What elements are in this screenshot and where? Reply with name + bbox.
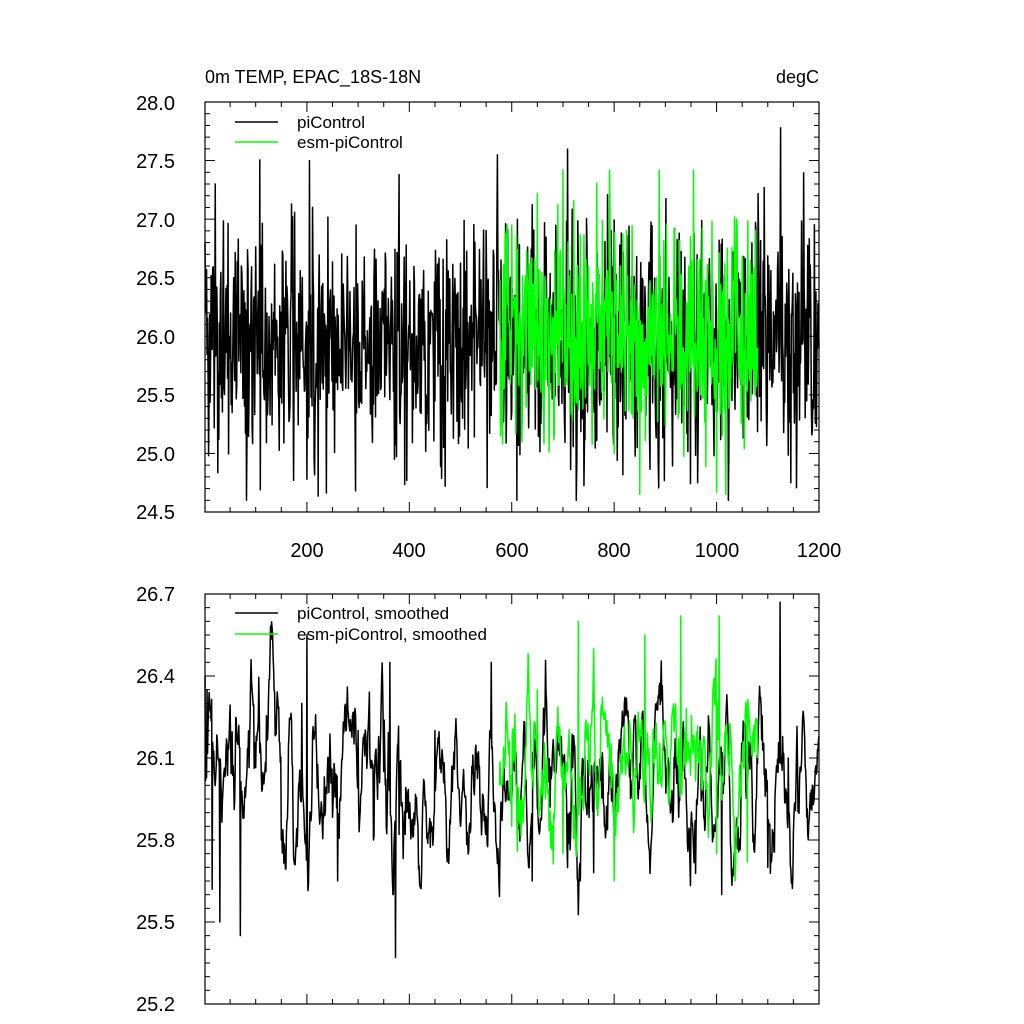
legend-label-esm-picontrol: esm-piControl bbox=[297, 133, 403, 152]
y-tick-label: 26.4 bbox=[136, 666, 175, 688]
top-panel: 0m TEMP, EPAC_18S-18N degC piControl esm… bbox=[136, 67, 841, 562]
top-series-group bbox=[204, 127, 820, 502]
bottom-panel: piControl, smoothed esm-piControl, smoot… bbox=[136, 584, 820, 1016]
series-line-esm-picontrol-smoothed bbox=[498, 615, 759, 882]
y-tick-label: 25.5 bbox=[136, 385, 175, 407]
y-tick-label: 25.2 bbox=[136, 994, 175, 1016]
legend-label-esm-picontrol-smoothed: esm-piControl, smoothed bbox=[297, 625, 487, 644]
y-tick-label: 26.1 bbox=[136, 748, 175, 770]
units-label: degC bbox=[776, 67, 819, 87]
y-tick-label: 27.5 bbox=[136, 151, 175, 173]
x-tick-label: 200 bbox=[290, 540, 323, 562]
top-legend: piControl esm-piControl bbox=[235, 113, 403, 152]
y-tick-label: 25.8 bbox=[136, 830, 175, 852]
top-y-tick-labels: 28.0 27.5 27.0 26.5 26.0 25.5 25.0 24.5 bbox=[136, 93, 175, 524]
bottom-plot-frame bbox=[204, 593, 820, 1005]
y-tick-label: 26.5 bbox=[136, 268, 175, 290]
bottom-legend: piControl, smoothed esm-piControl, smoot… bbox=[235, 604, 487, 644]
x-tick-label: 800 bbox=[597, 540, 630, 562]
top-plot-frame bbox=[204, 101, 820, 513]
y-tick-label: 27.0 bbox=[136, 210, 175, 232]
bottom-y-tick-labels: 26.7 26.4 26.1 25.8 25.5 25.2 bbox=[136, 584, 175, 1016]
y-tick-label: 25.0 bbox=[136, 444, 175, 466]
y-tick-label: 26.0 bbox=[136, 327, 175, 349]
legend-label-picontrol: piControl bbox=[297, 113, 365, 132]
x-tick-label: 1000 bbox=[695, 540, 740, 562]
y-tick-label: 25.5 bbox=[136, 912, 175, 934]
series-line-esm-picontrol bbox=[498, 169, 759, 496]
bottom-series-group bbox=[204, 601, 820, 959]
bottom-tick-marks bbox=[205, 593, 820, 1005]
x-tick-label: 400 bbox=[392, 540, 425, 562]
legend-label-picontrol-smoothed: piControl, smoothed bbox=[297, 604, 449, 623]
y-tick-label: 26.7 bbox=[136, 584, 175, 606]
y-tick-label: 24.5 bbox=[136, 502, 175, 524]
y-tick-label: 28.0 bbox=[136, 93, 175, 115]
panel-title: 0m TEMP, EPAC_18S-18N bbox=[205, 67, 421, 88]
x-tick-label: 600 bbox=[495, 540, 528, 562]
top-x-tick-labels: 200 400 600 800 1000 1200 bbox=[290, 540, 841, 562]
x-tick-label: 1200 bbox=[797, 540, 842, 562]
